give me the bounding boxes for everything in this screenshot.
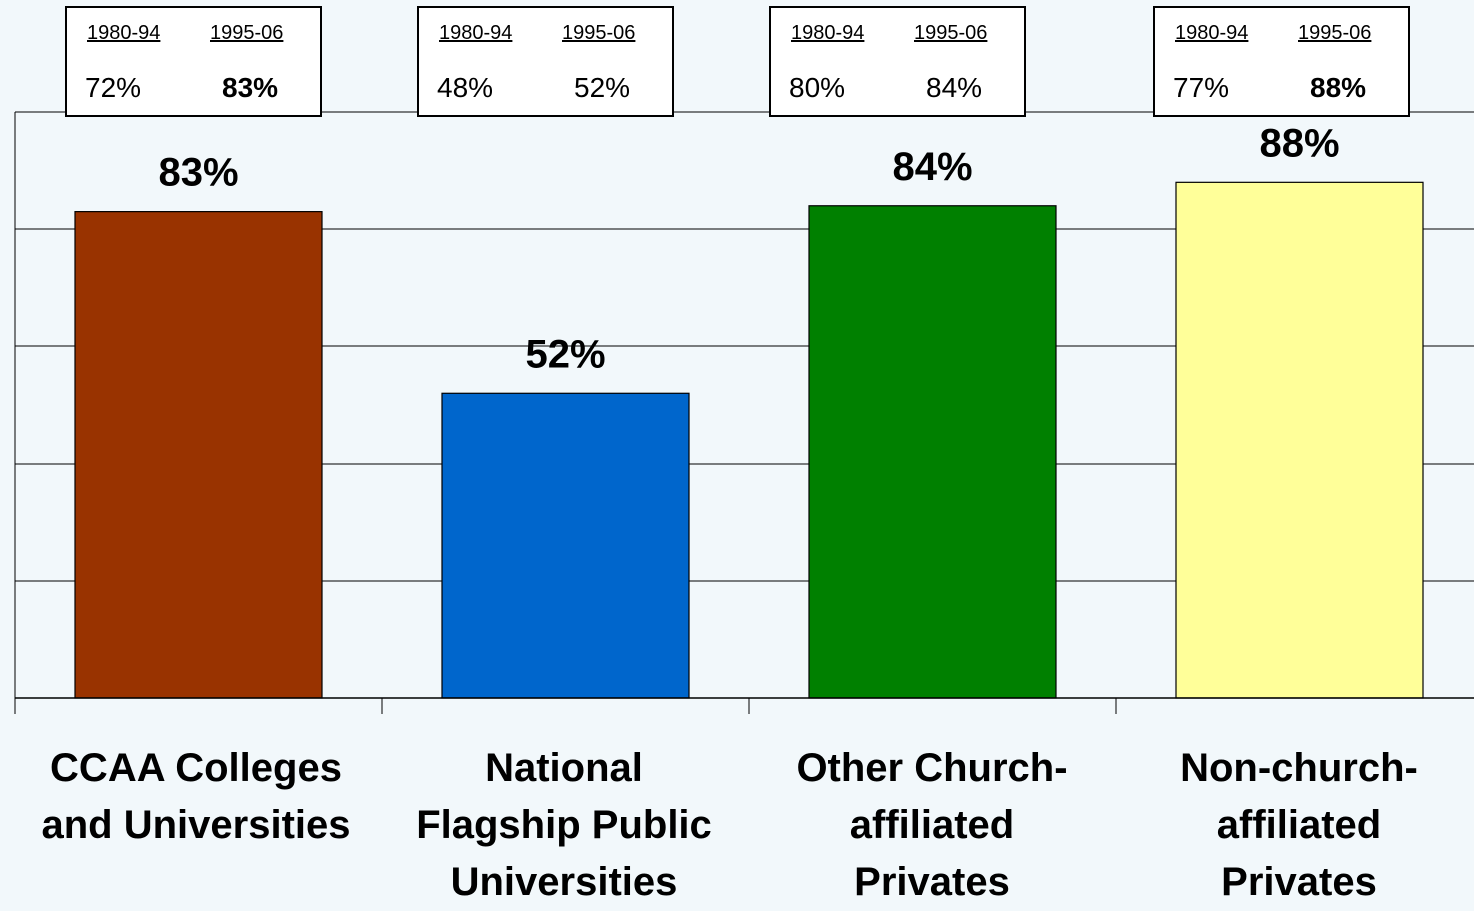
- x-axis: [14, 697, 1474, 714]
- category-label-line: Universities: [450, 860, 678, 904]
- period-header-1995-06: 1995-06: [1298, 22, 1372, 44]
- period-box-national-flagship: 1980-94 1995-06 48% 52%: [417, 6, 674, 117]
- period-box-ccaa: 1980-94 1995-06 72% 83%: [65, 6, 322, 117]
- category-label-other-church: Other Church- affiliated Privates: [762, 740, 1102, 911]
- period-header-1995-06: 1995-06: [562, 22, 636, 44]
- category-label-line: Non-church-: [1180, 746, 1418, 790]
- period-header-1980-94: 1980-94: [1175, 22, 1249, 44]
- category-label-line: Other Church-: [796, 746, 1068, 790]
- period-value-1995-06: 84%: [926, 72, 983, 103]
- category-label-national-flagship: National Flagship Public Universities: [394, 740, 734, 911]
- period-header-1995-06: 1995-06: [210, 22, 284, 44]
- category-label-line: affiliated: [849, 803, 1015, 847]
- period-value-1995-06: 88%: [1310, 72, 1367, 103]
- bars: [74, 181, 1424, 699]
- period-value-1980-94: 48%: [437, 72, 494, 103]
- period-header-1995-06: 1995-06: [914, 22, 988, 44]
- period-value-1995-06: 52%: [574, 72, 631, 103]
- category-label-non-church: Non-church- affiliated Privates: [1129, 740, 1469, 911]
- period-header-1980-94: 1980-94: [87, 22, 161, 44]
- period-box-non-church: 1980-94 1995-06 77% 88%: [1153, 6, 1410, 117]
- category-label-line: affiliated: [1216, 803, 1382, 847]
- category-label-line: National: [485, 746, 643, 790]
- category-label-line: Flagship Public: [416, 803, 712, 847]
- bar: [1175, 181, 1424, 699]
- data-label: 83%: [158, 151, 238, 195]
- category-label-line: CCAA Colleges: [50, 746, 342, 790]
- category-label-line: Privates: [1221, 860, 1377, 904]
- category-label-line: Privates: [854, 860, 1010, 904]
- data-label: 88%: [1259, 121, 1339, 165]
- data-labels: 83% 52% 84% 88%: [158, 121, 1339, 376]
- period-value-1980-94: 77%: [1173, 72, 1230, 103]
- period-header-1980-94: 1980-94: [439, 22, 513, 44]
- bar: [808, 205, 1057, 699]
- category-label-ccaa: CCAA Colleges and Universities: [26, 740, 366, 854]
- bar: [441, 392, 690, 699]
- period-value-1980-94: 80%: [789, 72, 846, 103]
- period-value-1995-06: 83%: [222, 72, 279, 103]
- data-label: 84%: [892, 145, 972, 189]
- period-header-1980-94: 1980-94: [791, 22, 865, 44]
- period-box-other-church: 1980-94 1995-06 80% 84%: [769, 6, 1026, 117]
- period-value-1980-94: 72%: [85, 72, 142, 103]
- bar: [74, 211, 323, 699]
- category-label-line: and Universities: [41, 803, 351, 847]
- data-label: 52%: [525, 332, 605, 376]
